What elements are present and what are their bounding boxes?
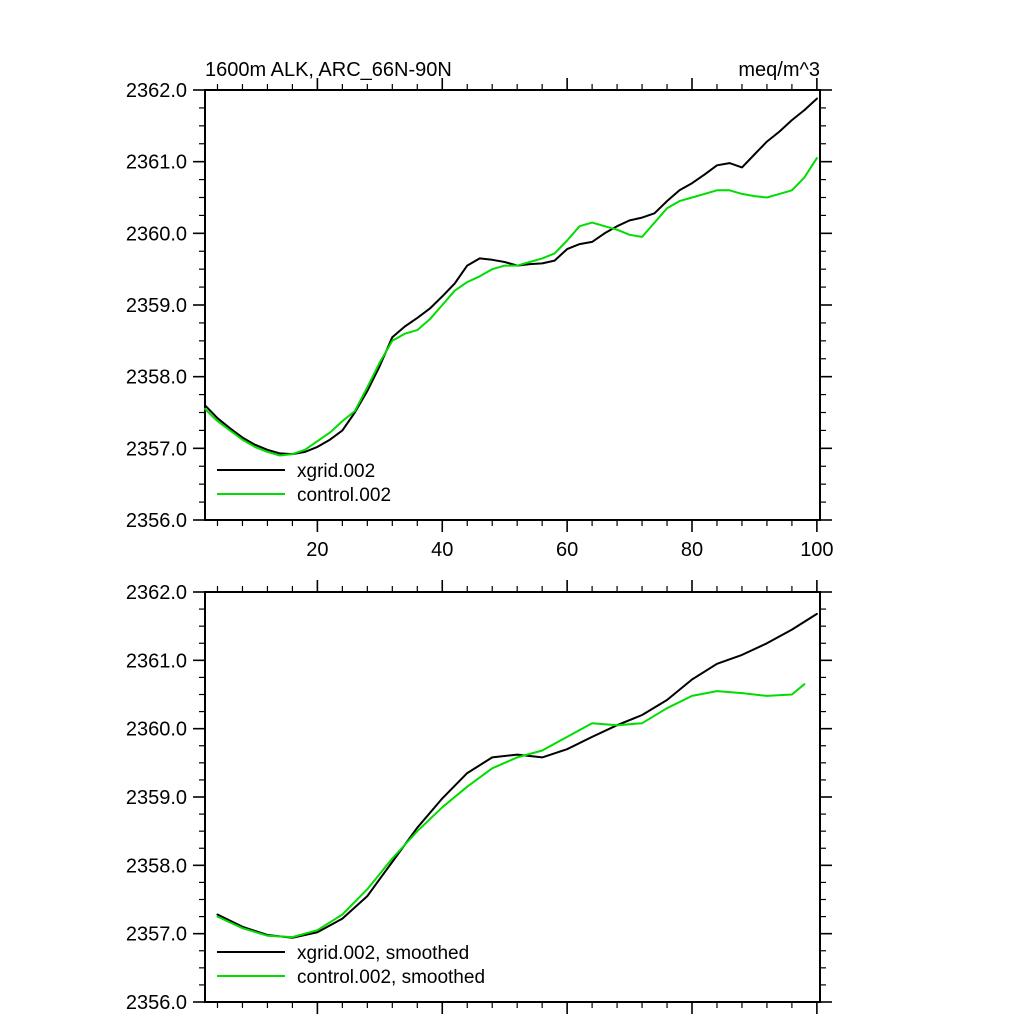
y-tick-label: 2360.0 [126, 223, 187, 245]
y-tick-label: 2357.0 [126, 438, 187, 460]
y-tick-label: 2358.0 [126, 855, 187, 877]
series-line-control.002 [204, 157, 818, 457]
legend-label: control.002 [297, 485, 391, 506]
units-label: meq/m^3 [738, 59, 820, 81]
plot-frame [204, 89, 821, 521]
y-tick-label: 2359.0 [126, 787, 187, 809]
x-tick-label: 100 [800, 539, 833, 561]
x-tick-label: 40 [431, 539, 453, 561]
legend-label: control.002, smoothed [297, 967, 485, 988]
y-tick-label: 2361.0 [126, 152, 187, 174]
series-line-xgrid.002 [204, 97, 818, 456]
y-tick-label: 2362.0 [126, 582, 187, 604]
series-line-control.002-smoothed [216, 683, 806, 939]
plot-frame [204, 591, 821, 1003]
y-tick-label: 2356.0 [126, 510, 187, 532]
x-tick-label: 20 [306, 539, 328, 561]
y-tick-label: 2356.0 [126, 992, 187, 1014]
x-tick-label: 60 [556, 539, 578, 561]
y-tick-label: 2362.0 [126, 80, 187, 102]
x-tick-label: 80 [681, 539, 703, 561]
legend-label: xgrid.002 [297, 461, 375, 482]
y-tick-label: 2359.0 [126, 295, 187, 317]
chart-title: 1600m ALK, ARC_66N-90N [205, 59, 452, 81]
series-line-xgrid.002-smoothed [216, 612, 818, 939]
legend-label: xgrid.002, smoothed [297, 943, 469, 964]
y-tick-label: 2360.0 [126, 719, 187, 741]
y-tick-label: 2357.0 [126, 924, 187, 946]
y-tick-label: 2361.0 [126, 650, 187, 672]
y-tick-label: 2358.0 [126, 367, 187, 389]
